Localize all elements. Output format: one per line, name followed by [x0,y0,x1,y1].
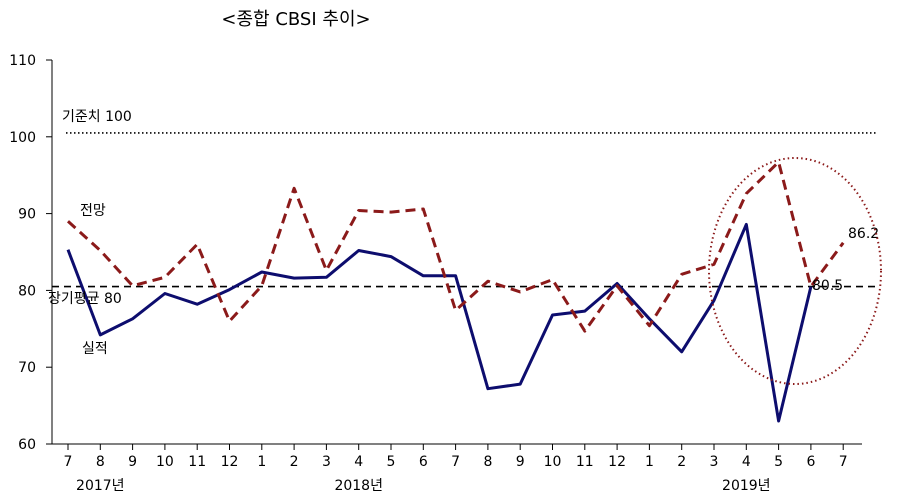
x-tick-label: 8 [483,454,492,470]
x-tick-label: 5 [387,454,396,470]
x-tick-label: 7 [839,454,848,470]
series-lines [66,160,845,423]
x-tick-label: 1 [257,454,266,470]
x-tick-label: 4 [354,454,363,470]
y-tick-label: 100 [9,130,36,146]
x-tick-label: 1 [645,454,654,470]
series-label-forecast: 전망 [80,203,106,219]
x-tick-label: 9 [128,454,137,470]
x-tick-label: 10 [156,454,174,470]
highlight-ellipse [708,157,882,385]
x-tick-label: 2 [677,454,686,470]
y-tick-label: 110 [9,53,36,69]
ref-label-longterm-average: 장기평균 80 [48,291,122,307]
x-year-label: 2017년 [76,478,125,494]
chart-title: <종합 CBSI 추이> [221,9,370,30]
reference-lines [52,132,878,288]
x-tick-label: 7 [451,454,460,470]
x-tick-label: 6 [806,454,815,470]
x-tick-label: 3 [710,454,719,470]
x-tick-label: 7 [64,454,73,470]
x-tick-label: 11 [188,454,206,470]
data-label-last-actual: 80.5 [812,278,843,294]
x-tick-label: 9 [516,454,525,470]
x-tick-label: 6 [419,454,428,470]
x-tick-label: 8 [96,454,105,470]
x-tick-label: 5 [774,454,783,470]
y-tick-label: 60 [18,437,36,453]
x-tick-label: 12 [221,454,239,470]
forecast-series-line [66,160,845,333]
series-label-actual: 실적 [82,341,108,357]
x-tick-label: 4 [742,454,751,470]
x-tick-label: 12 [608,454,626,470]
y-tick-label: 90 [18,207,36,223]
x-tick-label: 2 [290,454,299,470]
x-year-label: 2019년 [722,478,771,494]
y-tick-label: 80 [18,283,36,299]
ref-label-baseline: 기준치 100 [62,109,132,125]
x-tick-label: 11 [576,454,594,470]
x-year-label: 2018년 [334,478,383,494]
actual-series-line [66,222,813,423]
x-tick-label: 10 [544,454,562,470]
y-tick-label: 70 [18,360,36,376]
y-axis-ticks: 60 70 80 90 100 110 [9,53,52,453]
x-tick-label: 3 [322,454,331,470]
data-label-last-forecast: 86.2 [848,226,879,242]
